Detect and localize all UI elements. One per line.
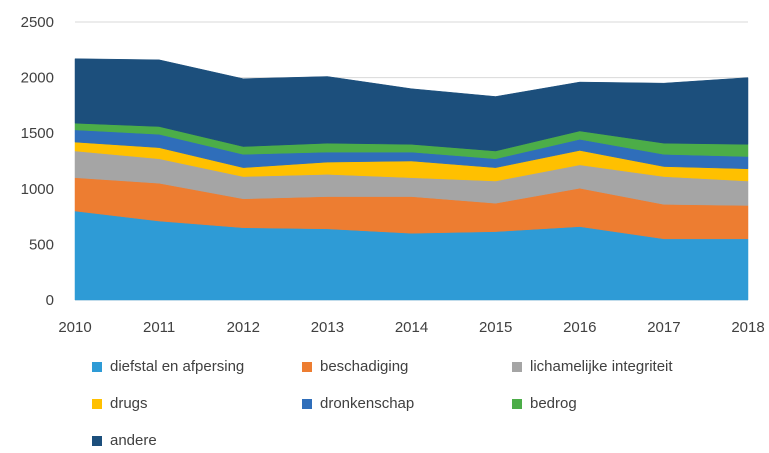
y-tick-label: 500	[29, 236, 54, 253]
legend-item: drugs	[92, 395, 148, 412]
legend-label: diefstal en afpersing	[110, 358, 245, 375]
legend-swatch	[302, 398, 312, 409]
y-tick-label: 0	[46, 292, 54, 309]
legend-label: beschadiging	[320, 358, 409, 375]
legend-swatch	[512, 361, 522, 372]
y-tick-label: 2000	[21, 70, 54, 87]
legend-label: dronkenschap	[320, 395, 415, 412]
y-tick-label: 1500	[21, 125, 54, 142]
legend-item: dronkenschap	[302, 395, 414, 412]
y-tick-label: 1000	[21, 181, 54, 198]
legend-item: bedrog	[512, 395, 577, 412]
x-tick-label: 2012	[227, 319, 260, 336]
legend-swatch	[92, 435, 102, 446]
area-series-layer	[74, 58, 749, 301]
x-tick-label: 2016	[563, 319, 596, 336]
legend-item: diefstal en afpersing	[92, 358, 244, 375]
x-tick-label: 2013	[311, 319, 344, 336]
area-series-6	[74, 58, 749, 152]
legend-swatch	[92, 361, 102, 372]
legend-item: beschadiging	[302, 358, 408, 375]
legend-label: lichamelijke integriteit	[530, 358, 673, 375]
x-tick-label: 2017	[647, 319, 680, 336]
legend-item: lichamelijke integriteit	[512, 358, 673, 375]
y-tick-label: 2500	[21, 14, 54, 31]
legend-label: andere	[110, 432, 157, 449]
legend-item: andere	[92, 432, 157, 449]
legend-label: drugs	[110, 395, 148, 412]
legend-label: bedrog	[530, 395, 577, 412]
x-tick-label: 2018	[731, 319, 764, 336]
y-axis-tick-labels: 0 500 1000 1500 2000 2500	[21, 14, 54, 309]
legend-swatch	[512, 398, 522, 409]
x-tick-label: 2015	[479, 319, 512, 336]
x-tick-label: 2011	[143, 319, 175, 336]
x-axis-tick-labels: 2010 2011 2012 2013 2014 2015 2016 2017 2018	[58, 319, 764, 336]
legend-swatch	[302, 361, 312, 372]
x-tick-label: 2010	[58, 319, 91, 336]
legend-swatch	[92, 398, 102, 409]
x-tick-label: 2014	[395, 319, 428, 336]
